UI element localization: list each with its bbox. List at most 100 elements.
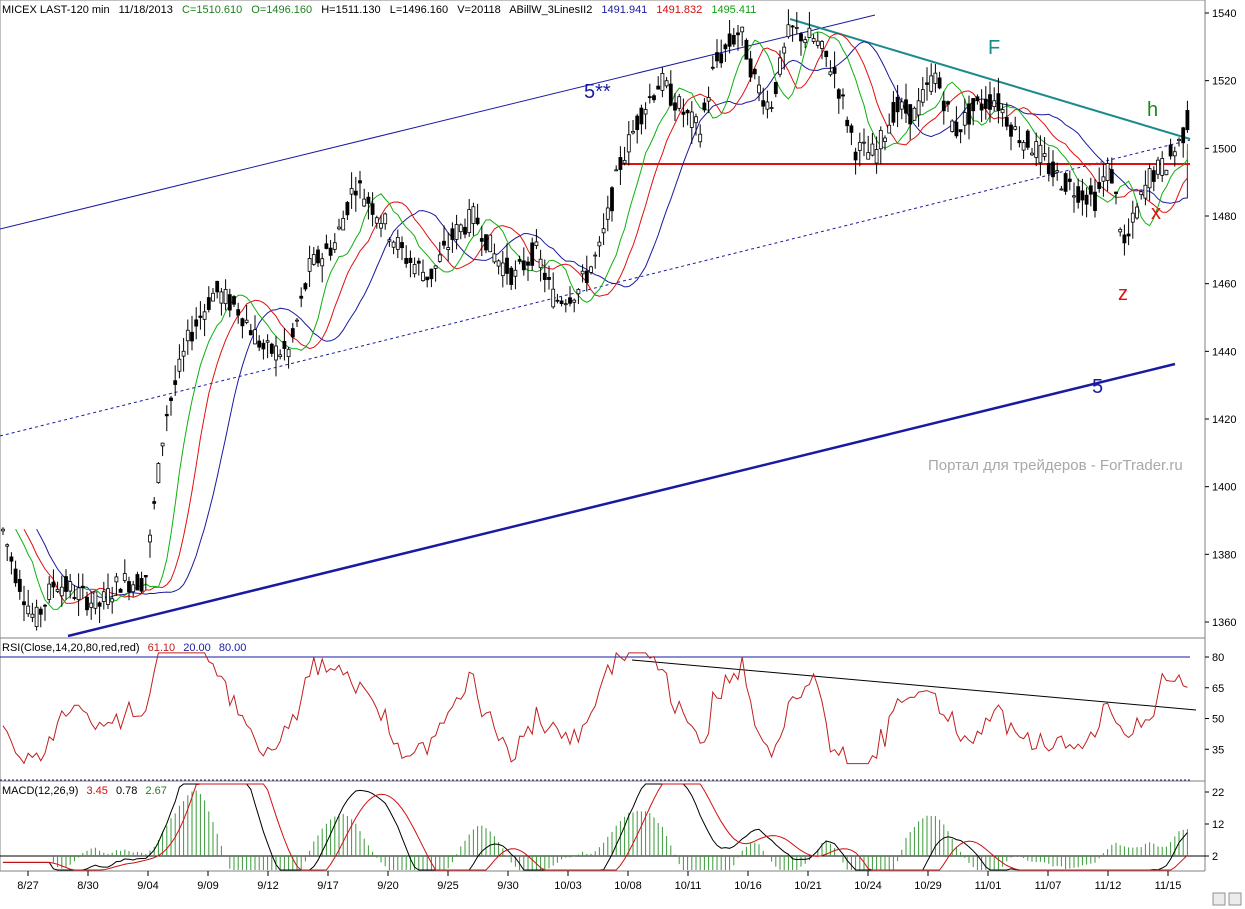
candle-body <box>253 329 257 345</box>
candle-body <box>1177 138 1181 142</box>
candle-body <box>996 93 1001 111</box>
candle-body <box>1147 168 1152 189</box>
macd-value-3: 2.67 <box>145 785 166 797</box>
candle-body <box>530 242 535 266</box>
candle-body <box>17 578 22 592</box>
candle-body <box>521 260 526 271</box>
date-tick-label: 8/27 <box>17 880 38 892</box>
candle-body <box>143 575 148 578</box>
candle-body <box>173 380 178 385</box>
candle-body <box>899 101 904 110</box>
candle-body <box>484 234 488 251</box>
candle-body <box>639 107 644 125</box>
candle-body <box>1013 126 1018 130</box>
candle-body <box>467 209 472 234</box>
macd-signal-line <box>3 783 1188 871</box>
candle-body <box>316 249 320 264</box>
candle-body <box>1025 130 1030 148</box>
candle-body <box>425 276 430 281</box>
candle-body <box>51 581 56 588</box>
candle-body <box>841 94 845 97</box>
price-axis: 1540 1520 1500 1480 1460 1440 1420 1400 1380 1360… <box>1205 8 1236 863</box>
date-tick-label: 9/25 <box>437 880 458 892</box>
candle-body <box>941 100 946 112</box>
candle-body <box>845 119 850 127</box>
candle-body <box>836 89 841 99</box>
candle-body <box>135 574 140 591</box>
candle-body <box>559 300 564 304</box>
candle-body <box>223 288 228 305</box>
candle-body <box>832 67 837 74</box>
candle-body <box>93 591 98 609</box>
candle-body <box>1051 161 1055 178</box>
candle-body <box>353 190 358 196</box>
date-tick-label: 10/16 <box>734 880 762 892</box>
candle-body <box>227 294 232 311</box>
corner-button-1[interactable] <box>1212 892 1226 906</box>
candle-body <box>164 413 169 417</box>
candle-body <box>1021 142 1026 151</box>
candle-body <box>30 613 35 618</box>
candle-body <box>408 257 413 264</box>
high-value: H=1511.130 <box>321 4 380 16</box>
candle-body <box>904 99 908 114</box>
candle-body <box>366 196 371 204</box>
candle-body <box>815 40 820 46</box>
candle-body <box>689 111 694 128</box>
candle-body <box>891 101 896 123</box>
candle-body <box>715 52 719 62</box>
candle-body <box>463 226 467 235</box>
date-tick-label: 11/15 <box>1155 880 1182 892</box>
candle-body <box>681 111 686 115</box>
candle-body <box>13 568 18 584</box>
candle-body <box>1000 109 1005 114</box>
candle-body <box>38 608 43 615</box>
candle-body <box>874 149 879 164</box>
candle-body <box>1038 144 1043 164</box>
candle-body <box>337 226 341 230</box>
candle-body <box>139 578 144 592</box>
candle-body <box>131 584 136 593</box>
candle-body <box>652 95 656 101</box>
candle-body <box>127 581 131 593</box>
candle-body <box>358 180 362 184</box>
price-tick-label: 1380 <box>1212 549 1236 561</box>
candle-body <box>412 264 417 275</box>
candle-body <box>765 101 770 110</box>
candle-body <box>563 303 568 306</box>
candle-body <box>362 198 367 207</box>
candle-body <box>211 292 215 302</box>
indicator-value-3: 1495.411 <box>711 4 756 16</box>
candle-body <box>895 96 900 113</box>
candle-body <box>450 228 455 240</box>
wave-label-x: x <box>1151 202 1161 224</box>
candle-body <box>1 528 5 532</box>
wave-label-z: z <box>1118 283 1128 305</box>
watermark: Портал для трейдеров - ForTrader.ru <box>928 457 1183 474</box>
svg-text:MACD(12,26,9) 3.45 0.7: MACD(12,26,9) 3.45 0.78 2.67 <box>2 785 167 797</box>
candle-body <box>1097 182 1102 189</box>
date-tick-label: 10/29 <box>914 880 942 892</box>
candle-body <box>383 213 388 225</box>
alligator-teeth-line <box>23 32 1188 604</box>
date-tick-label: 8/30 <box>77 880 98 892</box>
candle-body <box>916 100 921 116</box>
candle-body <box>307 258 312 272</box>
candle-body <box>1072 195 1076 198</box>
candle-body <box>118 588 123 593</box>
corner-button-2[interactable] <box>1228 892 1242 906</box>
price-tick-label: 1400 <box>1212 482 1236 494</box>
candle-body <box>807 27 812 38</box>
price-tick-label: 1440 <box>1212 346 1236 358</box>
candle-body <box>866 152 871 160</box>
date-label: 11/18/2013 <box>119 4 173 16</box>
candle-body <box>101 591 106 603</box>
date-tick-label: 9/17 <box>317 880 338 892</box>
candle-body <box>479 238 484 242</box>
candle-body <box>374 217 379 224</box>
candle-body <box>416 260 421 264</box>
candle-body <box>589 266 593 273</box>
candle-body <box>248 330 253 336</box>
candle-body <box>992 100 997 108</box>
